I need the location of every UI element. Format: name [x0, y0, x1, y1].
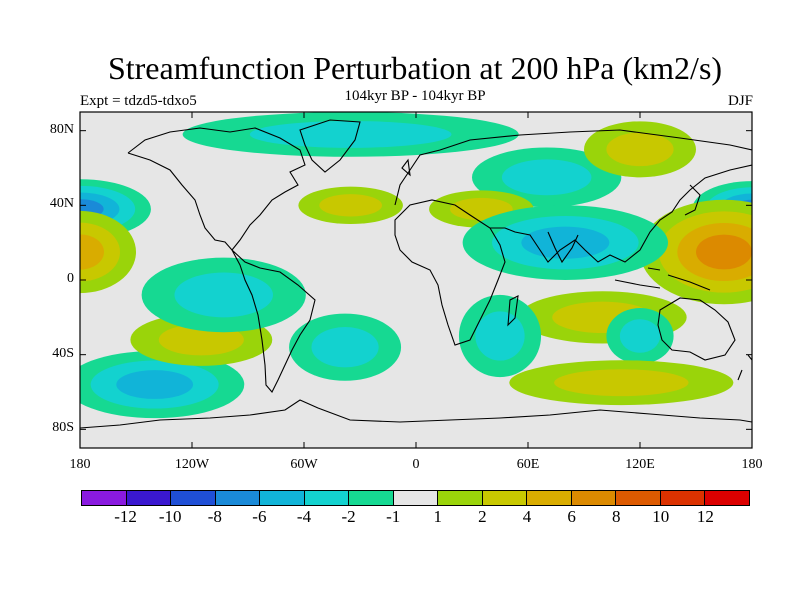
colorbar-label: -2 — [341, 507, 356, 526]
lon-label: 120E — [625, 457, 655, 472]
contour-region-north-atlantic-high — [319, 194, 383, 217]
contour-region-eurasia-low — [501, 159, 592, 196]
coastline-africa — [394, 199, 506, 346]
coastline-uk — [401, 158, 411, 177]
lat-label: 80N — [49, 121, 74, 137]
contour-region-west-pacific-high — [696, 234, 752, 270]
colorbar-label: 4 — [522, 507, 532, 526]
lat-label: 80S — [52, 420, 74, 436]
contour-region-east-pacific-tropical-high — [80, 234, 104, 270]
coastline-japan — [684, 184, 701, 216]
contour-region-africa-low — [475, 311, 525, 361]
colorbar-label: -4 — [296, 507, 312, 526]
colorbar-swatch — [171, 491, 216, 505]
coastline-eurasia — [394, 129, 752, 263]
coastline-north-america — [127, 127, 306, 251]
season-label: DJF — [727, 93, 753, 109]
colorbar-swatch — [571, 491, 617, 505]
coastline-new-zealand — [737, 354, 752, 381]
colorbar-swatch — [349, 491, 394, 505]
contour-region-australia-low — [619, 319, 661, 353]
experiment-label: Expt = tdzd5-tdxo5 — [80, 93, 197, 109]
colorbar-label: 2 — [478, 507, 487, 526]
contour-region-middle-east-high — [449, 197, 513, 221]
axis-ticks — [79, 112, 753, 448]
contour-region-south-atlantic-low — [311, 327, 379, 368]
colorbar-label: 8 — [611, 507, 621, 526]
lat-label: 0 — [67, 271, 74, 286]
colorbar-label: 12 — [696, 507, 714, 526]
colorbar-swatch — [616, 491, 661, 505]
chart-title: Streamfunction Perturbation at 200 hPa (… — [107, 50, 723, 86]
coastline-south-america — [231, 249, 316, 393]
contour-region-asia-tropical-low — [521, 226, 610, 259]
colorbar-swatch — [215, 491, 261, 505]
colorbar-swatch — [82, 491, 127, 505]
lon-label: 180 — [741, 457, 763, 472]
colorbar-label: -8 — [207, 507, 222, 526]
colorbar-swatch — [438, 491, 483, 505]
colorbar-label: -12 — [114, 507, 137, 526]
contour-region-east-asia-high — [606, 132, 674, 167]
colorbar-label: 6 — [567, 507, 576, 526]
colorbar-swatch — [393, 491, 439, 505]
colorbar-swatch — [482, 491, 528, 505]
lon-label: 60E — [516, 457, 540, 472]
colorbar-swatch — [126, 491, 172, 505]
coastline-australia — [657, 297, 736, 361]
coastline-indonesia — [614, 267, 711, 291]
lon-label: 120W — [174, 457, 210, 472]
lon-label: 0 — [412, 457, 420, 472]
contour-region-arctic-low — [249, 120, 452, 148]
colorbar-label: -10 — [158, 507, 182, 526]
colorbar-swatch — [304, 491, 350, 505]
colorbar — [81, 490, 750, 506]
colorbar-swatch — [260, 491, 305, 505]
lat-label: 40S — [52, 345, 74, 361]
coastline-greenland — [299, 119, 361, 173]
colorbar-label: 10 — [652, 507, 670, 526]
coastline-madagascar — [507, 295, 519, 327]
contour-region-south-pacific-low — [116, 370, 194, 399]
colorbar-swatch — [705, 491, 749, 505]
colorbar-swatch — [527, 491, 572, 505]
coastline-antarctica — [80, 399, 752, 429]
colorbar-swatch — [660, 491, 706, 505]
coastline-india — [547, 231, 579, 264]
colorbar-label: 1 — [433, 507, 443, 526]
lon-label: 60W — [290, 457, 318, 472]
colorbar-label: -6 — [252, 507, 267, 526]
contour-region-southeast-pacific-low — [174, 272, 274, 318]
contour-field — [80, 112, 752, 419]
chart-subtitle: 104kyr BP - 104kyr BP — [344, 88, 486, 104]
lon-label: 180 — [69, 457, 91, 472]
colorbar-label: -1 — [386, 507, 401, 526]
contour-region-south-indian-high — [554, 369, 689, 397]
lat-label: 40N — [49, 196, 74, 212]
coastlines — [80, 119, 752, 429]
